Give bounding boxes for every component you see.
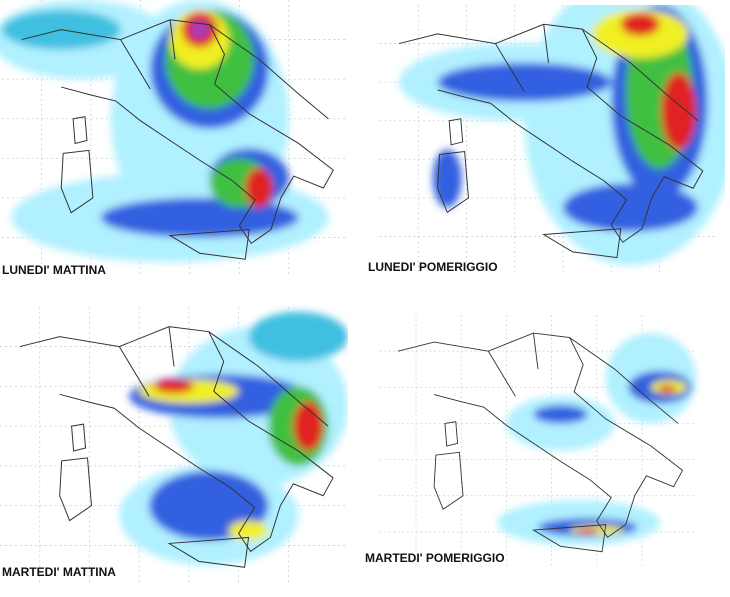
caption: LUNEDI' POMERIGGIO — [368, 260, 498, 274]
caption: LUNEDI' MATTINA — [2, 263, 106, 277]
map-monday-afternoon — [379, 5, 725, 275]
caption: MARTEDI' POMERIGGIO — [365, 551, 505, 565]
caption: MARTEDI' MATTINA — [2, 565, 116, 579]
map-tuesday-morning — [0, 306, 348, 586]
map-monday-morning — [0, 0, 349, 277]
map-tuesday-afternoon — [379, 315, 697, 568]
